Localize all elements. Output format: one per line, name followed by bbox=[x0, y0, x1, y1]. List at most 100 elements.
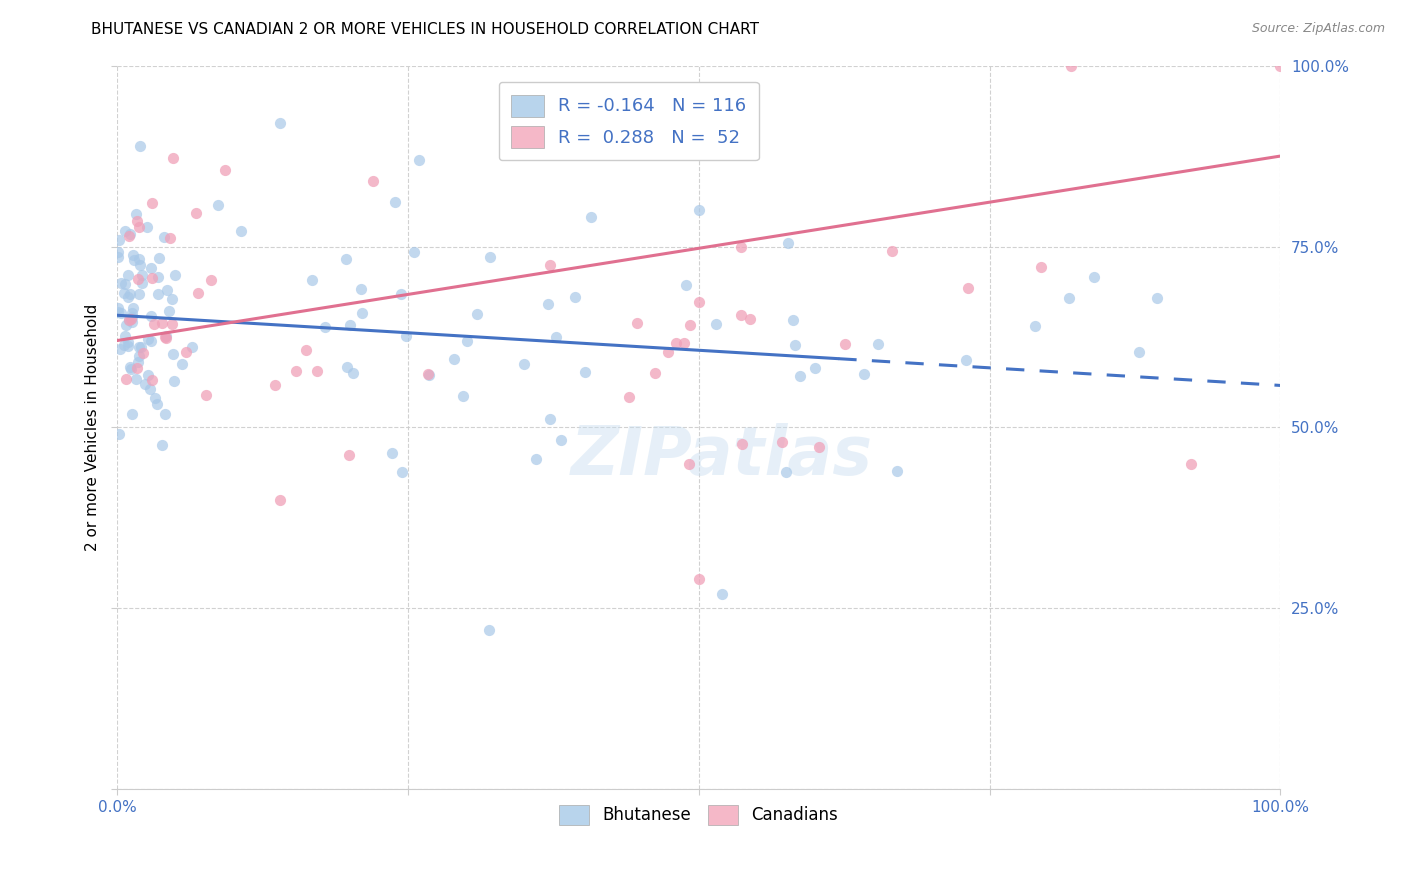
Point bbox=[184, 206, 207, 220]
Point bbox=[1180, 458, 1202, 472]
Point bbox=[121, 407, 143, 421]
Point bbox=[579, 211, 602, 225]
Point bbox=[110, 276, 132, 290]
Point bbox=[314, 319, 336, 334]
Point bbox=[139, 382, 162, 396]
Point bbox=[263, 378, 285, 392]
Point bbox=[138, 368, 160, 383]
Point bbox=[301, 273, 323, 287]
Point bbox=[155, 329, 177, 343]
Point bbox=[162, 346, 184, 360]
Point bbox=[121, 306, 143, 320]
Point bbox=[834, 336, 856, 351]
Point bbox=[404, 245, 426, 260]
Point bbox=[114, 277, 136, 292]
Point bbox=[384, 195, 406, 210]
Point bbox=[141, 271, 163, 285]
Point bbox=[524, 451, 547, 466]
Point bbox=[117, 313, 139, 327]
Point bbox=[1024, 318, 1046, 333]
Point bbox=[381, 445, 404, 459]
Point bbox=[128, 340, 150, 354]
Point bbox=[187, 285, 209, 300]
Point bbox=[782, 312, 804, 326]
Point bbox=[143, 392, 166, 406]
Point bbox=[1083, 269, 1105, 284]
Point bbox=[730, 309, 752, 323]
Point bbox=[160, 292, 183, 306]
Point bbox=[783, 338, 806, 352]
Point bbox=[337, 449, 360, 463]
Point bbox=[157, 304, 180, 318]
Point bbox=[361, 174, 384, 188]
Point bbox=[207, 198, 229, 212]
Point bbox=[170, 357, 193, 371]
Point bbox=[1060, 59, 1083, 73]
Text: BHUTANESE VS CANADIAN 2 OR MORE VEHICLES IN HOUSEHOLD CORRELATION CHART: BHUTANESE VS CANADIAN 2 OR MORE VEHICLES… bbox=[91, 22, 759, 37]
Point bbox=[118, 359, 141, 374]
Point bbox=[150, 316, 173, 330]
Point bbox=[688, 573, 710, 587]
Point bbox=[117, 339, 139, 353]
Point bbox=[1059, 291, 1081, 305]
Point bbox=[465, 307, 488, 321]
Point bbox=[644, 366, 666, 380]
Point bbox=[269, 116, 291, 130]
Point bbox=[675, 277, 697, 292]
Point bbox=[1031, 260, 1053, 274]
Point bbox=[564, 290, 586, 304]
Point bbox=[350, 306, 373, 320]
Point bbox=[389, 287, 412, 301]
Point bbox=[122, 253, 145, 268]
Point bbox=[118, 229, 141, 244]
Point bbox=[139, 309, 162, 323]
Point bbox=[110, 306, 132, 320]
Point bbox=[141, 373, 163, 387]
Point bbox=[141, 260, 163, 275]
Point bbox=[479, 250, 502, 264]
Point bbox=[146, 286, 169, 301]
Point bbox=[112, 337, 135, 351]
Point bbox=[112, 285, 135, 300]
Point bbox=[153, 230, 176, 244]
Point bbox=[124, 207, 146, 221]
Point bbox=[155, 331, 177, 345]
Point bbox=[740, 311, 762, 326]
Point bbox=[163, 374, 186, 388]
Point bbox=[626, 316, 648, 330]
Point bbox=[1128, 345, 1150, 359]
Point bbox=[730, 239, 752, 253]
Point bbox=[115, 318, 138, 332]
Point bbox=[955, 353, 977, 368]
Point bbox=[121, 310, 143, 324]
Y-axis label: 2 or more Vehicles in Household: 2 or more Vehicles in Household bbox=[86, 304, 100, 551]
Point bbox=[456, 334, 478, 349]
Legend: Bhutanese, Canadians: Bhutanese, Canadians bbox=[550, 795, 848, 835]
Point bbox=[550, 433, 572, 447]
Point bbox=[775, 465, 797, 479]
Point bbox=[957, 281, 980, 295]
Point bbox=[125, 372, 148, 386]
Point bbox=[129, 258, 152, 272]
Point bbox=[200, 273, 222, 287]
Point bbox=[710, 587, 733, 601]
Point bbox=[418, 368, 440, 383]
Point bbox=[141, 196, 163, 211]
Point bbox=[148, 251, 170, 265]
Point bbox=[335, 252, 357, 266]
Point bbox=[214, 163, 236, 178]
Point bbox=[538, 412, 561, 426]
Point bbox=[156, 283, 179, 297]
Point bbox=[134, 376, 156, 391]
Point bbox=[665, 335, 688, 350]
Point bbox=[852, 367, 875, 381]
Point bbox=[336, 359, 359, 374]
Point bbox=[145, 396, 167, 410]
Point bbox=[107, 301, 129, 315]
Point bbox=[513, 357, 536, 371]
Point bbox=[688, 294, 710, 309]
Point bbox=[114, 224, 136, 238]
Point bbox=[342, 367, 364, 381]
Point bbox=[121, 315, 143, 329]
Point bbox=[546, 330, 568, 344]
